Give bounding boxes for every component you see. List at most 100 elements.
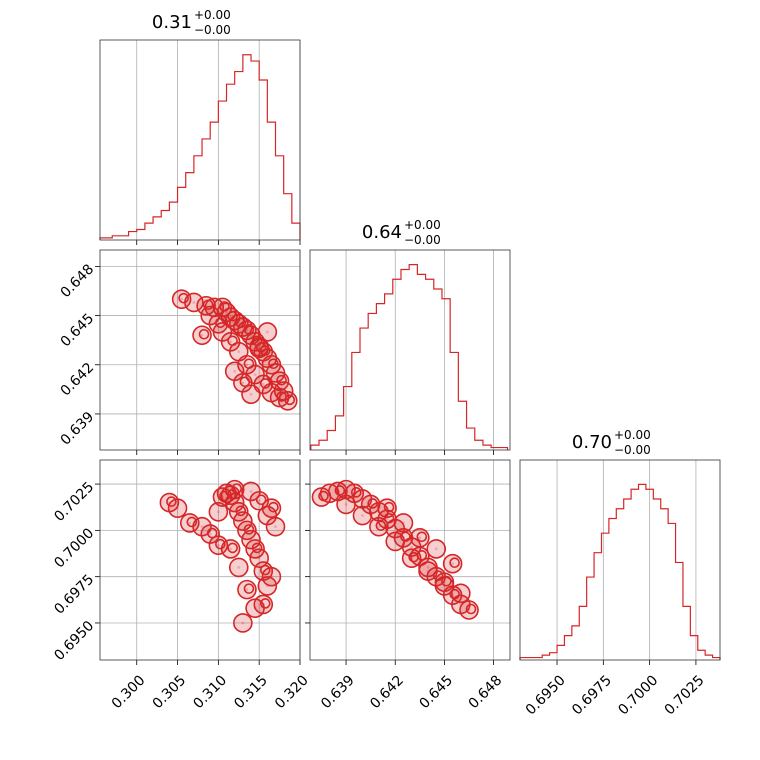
density-contour <box>383 512 395 524</box>
density-contour <box>231 483 242 494</box>
x-tick-label: 0.7000 <box>615 672 661 718</box>
density-contour <box>257 576 278 596</box>
density-contour <box>228 557 249 578</box>
density-contour <box>259 598 271 609</box>
scatter-point <box>361 514 364 517</box>
hist-1-frame <box>309 249 511 451</box>
density-contour <box>449 557 460 569</box>
histogram-0-line <box>99 54 301 240</box>
x-tick-label: 0.645 <box>416 672 456 712</box>
density-contour <box>408 551 419 563</box>
density-contour <box>318 490 329 502</box>
x-tick-label: 0.642 <box>367 672 407 712</box>
x-tick-label: 0.6950 <box>523 672 569 718</box>
density-contour <box>268 501 279 513</box>
scatter-point <box>249 490 253 493</box>
density-contour <box>255 342 267 353</box>
scatter-point <box>180 297 184 301</box>
y-tick-label: 0.7000 <box>51 525 97 571</box>
density-contour <box>186 516 198 528</box>
density-contour <box>393 513 414 533</box>
scatter-point <box>241 621 245 625</box>
density-contour <box>208 502 229 522</box>
y-tick-label: 0.6975 <box>51 572 97 618</box>
scatter-point <box>344 503 348 506</box>
scatter-point <box>229 547 233 551</box>
hist-0-title-sup: +0.00 <box>194 8 231 22</box>
density-contour <box>178 292 189 304</box>
density-contour <box>227 335 238 347</box>
density-contour <box>227 542 238 554</box>
density-contour <box>352 505 373 526</box>
hist-2-title: 0.70 <box>572 432 612 453</box>
density-contour <box>200 305 221 326</box>
density-contour <box>241 384 261 405</box>
density-contour <box>215 317 226 329</box>
density-contour <box>426 539 447 559</box>
y-tick-label: 0.6950 <box>51 618 97 664</box>
scatter-point <box>426 566 430 569</box>
density-contour <box>276 391 287 402</box>
density-contour <box>243 324 255 335</box>
scatter-point <box>261 383 265 386</box>
hist-0-title: 0.31 <box>152 12 192 33</box>
x-tick-label: 0.310 <box>190 672 230 712</box>
scatter-point <box>237 566 241 569</box>
x-tick-label: 0.300 <box>109 672 149 712</box>
scatter-point <box>200 333 204 337</box>
scatter-point <box>434 547 438 551</box>
scatter-point <box>274 525 277 529</box>
density-contour <box>219 301 230 312</box>
density-contour <box>243 583 255 594</box>
density-contour <box>257 505 278 526</box>
density-contour <box>259 378 271 389</box>
scatter-point <box>410 545 414 549</box>
y-tick-label: 0.639 <box>58 409 98 449</box>
density-contour <box>416 531 428 543</box>
panel-2-1-frame <box>309 459 511 661</box>
density-contour <box>449 588 460 600</box>
density-contour <box>350 487 362 498</box>
density-contour <box>257 322 278 342</box>
scatter-point <box>241 381 245 385</box>
density-contour <box>336 494 356 515</box>
density-contour <box>367 498 378 509</box>
density-contour <box>215 538 226 550</box>
x-tick-label: 0.6975 <box>569 672 615 718</box>
scatter-point <box>216 543 220 547</box>
density-contour <box>259 564 271 576</box>
scatter-point <box>188 521 192 525</box>
density-contour <box>375 520 387 531</box>
scatter-point <box>200 525 204 529</box>
scatter-point <box>192 301 196 304</box>
x-tick-label: 0.648 <box>466 672 506 712</box>
x-tick-label: 0.639 <box>318 672 358 712</box>
density-contour <box>167 498 188 518</box>
scatter-point <box>377 525 381 529</box>
hist-0-title-sub: −0.00 <box>194 23 231 37</box>
y-tick-label: 0.648 <box>58 261 98 301</box>
scatter-point <box>245 363 249 367</box>
density-contour <box>235 505 247 517</box>
scatter-point <box>216 510 220 514</box>
density-contour <box>251 542 263 554</box>
scatter-point <box>208 532 212 536</box>
hist-2-frame <box>519 459 721 661</box>
scatter-point <box>257 345 261 349</box>
density-contour <box>276 374 287 386</box>
scatter-point <box>418 536 422 540</box>
panel-1-0-marks <box>171 289 298 411</box>
density-contour <box>202 299 214 311</box>
x-tick-label: 0.7025 <box>662 672 708 718</box>
scatter-point <box>265 330 269 334</box>
scatter-point <box>229 340 233 344</box>
density-contour <box>235 317 247 329</box>
density-contour <box>227 310 238 322</box>
y-tick-label: 0.642 <box>58 360 98 400</box>
x-tick-label: 0.315 <box>231 672 271 712</box>
density-contour <box>243 358 255 370</box>
histogram-2-line <box>519 483 721 660</box>
scatter-point <box>249 392 253 396</box>
density-contour <box>233 613 253 633</box>
